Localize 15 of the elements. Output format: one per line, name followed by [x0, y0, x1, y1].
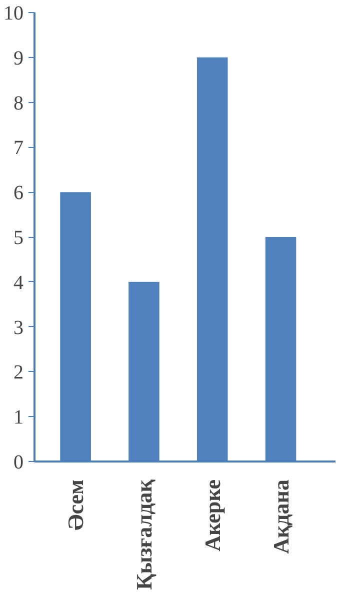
x-tick-label: Акерке [200, 479, 225, 552]
y-tick-label: 4 [14, 272, 24, 294]
y-tick-label: 2 [14, 362, 24, 384]
y-tick-label: 0 [14, 452, 24, 474]
y-tick-label: 1 [14, 406, 24, 429]
y-tick-label: 6 [14, 182, 24, 204]
y-tick-label: 8 [14, 92, 24, 114]
y-tick-label: 10 [4, 2, 24, 24]
y-tick-label: 3 [14, 316, 24, 339]
x-tick-label: Әсем [63, 479, 88, 531]
x-tick-label: Ақдана [268, 479, 294, 554]
y-tick-label: 5 [14, 227, 24, 249]
y-tick-label: 7 [14, 137, 24, 160]
x-tick-label: Қызғалдақ [131, 479, 156, 590]
y-tick-label: 9 [14, 47, 24, 70]
